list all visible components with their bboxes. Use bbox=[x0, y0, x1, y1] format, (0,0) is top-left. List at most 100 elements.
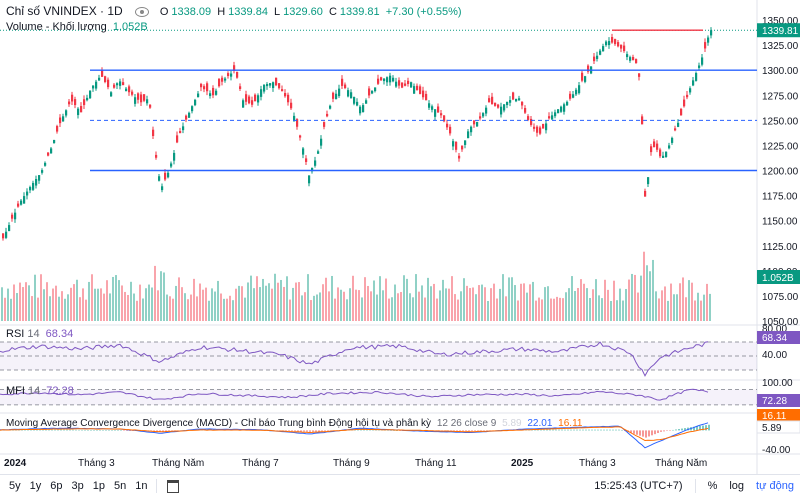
candle-body bbox=[371, 91, 374, 94]
candle-body bbox=[14, 212, 17, 220]
rsi-legend[interactable]: RSI 14 68.34 bbox=[6, 328, 76, 340]
volume-bar bbox=[67, 294, 69, 321]
volume-bar bbox=[268, 283, 270, 321]
candle-body bbox=[251, 100, 254, 105]
macd-histogram-bar bbox=[357, 429, 359, 431]
percent-scale-button[interactable]: % bbox=[707, 480, 718, 492]
range-6p-button[interactable]: 6p bbox=[50, 480, 63, 492]
volume-bar bbox=[565, 292, 567, 321]
volume-bar bbox=[448, 288, 450, 321]
macd-histogram-bar bbox=[51, 429, 53, 431]
mfi-line bbox=[0, 388, 709, 401]
range-5n-button[interactable]: 5n bbox=[114, 480, 127, 492]
volume-bar bbox=[31, 296, 33, 321]
candle-body bbox=[434, 109, 437, 117]
auto-scale-button[interactable]: tự động bbox=[756, 480, 794, 492]
macd-histogram-bar bbox=[324, 430, 326, 432]
candle-body bbox=[554, 112, 557, 117]
volume-bar bbox=[475, 294, 477, 321]
volume-bar bbox=[400, 292, 402, 321]
candle-body bbox=[149, 104, 152, 108]
volume-bar bbox=[202, 289, 204, 321]
volume-bar bbox=[643, 251, 645, 321]
log-scale-button[interactable]: log bbox=[729, 480, 745, 492]
macd-histogram-bar bbox=[72, 429, 74, 431]
candle-body bbox=[527, 116, 530, 120]
candle-body bbox=[92, 85, 95, 89]
range-1p-button[interactable]: 1p bbox=[92, 480, 105, 492]
macd-histogram-bar bbox=[294, 430, 296, 432]
range-1n-button[interactable]: 1n bbox=[135, 480, 148, 492]
volume-bar bbox=[394, 284, 396, 321]
price-tick-label: 1275.00 bbox=[762, 91, 799, 102]
macd-histogram-bar bbox=[78, 429, 80, 431]
range-3p-button[interactable]: 3p bbox=[71, 480, 84, 492]
volume-bar bbox=[157, 290, 159, 321]
candle-body bbox=[695, 73, 698, 81]
macd-histogram-bar bbox=[93, 430, 95, 431]
candle-body bbox=[71, 94, 74, 102]
volume-bar bbox=[388, 298, 390, 321]
volume-label[interactable]: Volume - Khối lượng bbox=[6, 21, 107, 33]
candle-body bbox=[410, 82, 413, 88]
volume-bar bbox=[196, 296, 198, 321]
volume-bar bbox=[295, 282, 297, 321]
candle-body bbox=[617, 42, 620, 47]
candle-body bbox=[704, 42, 707, 49]
candle-body bbox=[176, 135, 179, 143]
candle-body bbox=[170, 163, 173, 167]
macd-histogram-bar bbox=[648, 430, 650, 437]
rsi-tag: 68.34 bbox=[762, 333, 787, 344]
volume-bar bbox=[385, 278, 387, 321]
candle-body bbox=[206, 83, 209, 92]
macd-histogram-bar bbox=[21, 429, 23, 431]
macd-legend[interactable]: Moving Average Convergence Divergence (M… bbox=[6, 418, 585, 429]
candle-body bbox=[230, 73, 233, 77]
calendar-icon[interactable] bbox=[166, 479, 179, 493]
candle-body bbox=[458, 155, 461, 159]
macd-histogram-bar bbox=[570, 429, 572, 431]
macd-histogram-bar bbox=[621, 429, 623, 431]
candle-body bbox=[692, 80, 695, 86]
candle-body bbox=[89, 90, 92, 99]
mfi-period: 14 bbox=[27, 385, 41, 397]
high-value: 1339.84 bbox=[228, 6, 268, 18]
range-5y-button[interactable]: 5y bbox=[9, 480, 21, 492]
candle-body bbox=[452, 141, 455, 147]
candle-body bbox=[155, 154, 158, 158]
visibility-icon[interactable] bbox=[134, 7, 149, 18]
candle-body bbox=[311, 167, 314, 172]
macd-histogram-bar bbox=[537, 429, 539, 431]
candle-body bbox=[626, 54, 629, 58]
macd-histogram-bar bbox=[54, 429, 56, 431]
candle-body bbox=[353, 97, 356, 104]
open-value: 1338.09 bbox=[171, 6, 212, 18]
candle-body bbox=[119, 81, 122, 86]
volume-bar bbox=[427, 277, 429, 321]
candle-body bbox=[365, 100, 368, 104]
macd-histogram-bar bbox=[321, 430, 323, 432]
volume-bar bbox=[184, 293, 186, 321]
mfi-legend[interactable]: MFI 14 72.28 bbox=[6, 385, 77, 397]
macd-histogram-bar bbox=[111, 430, 113, 431]
candle-body bbox=[680, 108, 683, 116]
volume-bar bbox=[127, 294, 129, 321]
volume-bar bbox=[361, 297, 363, 321]
clock-display[interactable]: 15:25:43 (UTC+7) bbox=[594, 480, 683, 492]
symbol-title[interactable]: Chỉ số VNINDEX · 1D bbox=[6, 4, 123, 18]
volume-bar bbox=[247, 282, 249, 321]
volume-bar bbox=[64, 298, 66, 321]
volume-bar bbox=[181, 287, 183, 321]
candle-body bbox=[5, 231, 8, 238]
volume-bar bbox=[670, 283, 672, 321]
volume-bar bbox=[436, 298, 438, 321]
range-1y-button[interactable]: 1y bbox=[29, 480, 42, 492]
price-tick-label: 1300.00 bbox=[762, 66, 799, 77]
candle-body bbox=[482, 113, 485, 117]
volume-bar bbox=[211, 288, 213, 321]
candle-body bbox=[161, 186, 164, 191]
macd-histogram-value: 5.89 bbox=[502, 418, 522, 429]
volume-bar bbox=[550, 298, 552, 321]
volume-bar bbox=[541, 299, 543, 321]
